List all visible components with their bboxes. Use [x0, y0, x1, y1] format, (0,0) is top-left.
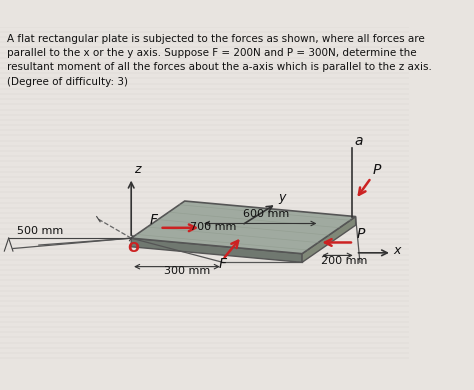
Text: 600 mm: 600 mm	[243, 209, 289, 218]
Text: A flat rectangular plate is subjected to the forces as shown, where all forces a: A flat rectangular plate is subjected to…	[7, 34, 432, 87]
Text: F: F	[149, 213, 157, 227]
Text: x: x	[393, 244, 401, 257]
Polygon shape	[131, 201, 356, 254]
Text: P: P	[373, 163, 381, 177]
Text: y: y	[279, 191, 286, 204]
Text: z: z	[134, 163, 140, 176]
Text: 300 mm: 300 mm	[164, 266, 210, 276]
Text: 700 mm: 700 mm	[190, 222, 236, 232]
Text: F: F	[219, 257, 227, 271]
Polygon shape	[131, 238, 302, 262]
Text: 500 mm: 500 mm	[17, 226, 64, 236]
Text: P: P	[356, 227, 365, 241]
Text: a: a	[355, 134, 363, 148]
Polygon shape	[302, 216, 356, 262]
Text: O: O	[127, 241, 139, 255]
Text: 200 mm: 200 mm	[321, 256, 367, 266]
